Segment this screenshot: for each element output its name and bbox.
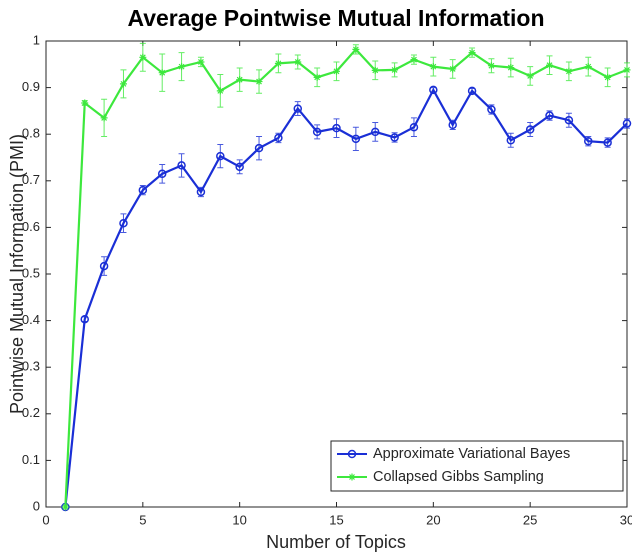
- y-tick-label: 0.4: [22, 312, 40, 327]
- data-point: [467, 86, 477, 96]
- data-point: [216, 151, 225, 161]
- data-point: [119, 218, 128, 228]
- legend-box: [330, 440, 624, 492]
- chart-title: Average Pointwise Mutual Information: [127, 5, 544, 31]
- data-point: [312, 127, 322, 137]
- data-point: [100, 114, 108, 122]
- data-point: [177, 161, 186, 170]
- data-point: [429, 63, 437, 71]
- data-point: [333, 67, 340, 75]
- data-point: [197, 58, 205, 66]
- data-point: [139, 53, 147, 61]
- x-tick-label: 10: [232, 512, 246, 527]
- data-point: [81, 99, 89, 107]
- data-point: [235, 162, 244, 172]
- data-point: [99, 261, 109, 271]
- data-point: [370, 127, 380, 137]
- data-point: [487, 62, 495, 70]
- data-point: [236, 76, 244, 84]
- data-point: [352, 45, 360, 53]
- data-point: [468, 49, 476, 57]
- y-tick-label: 0.3: [22, 359, 40, 374]
- data-point: [603, 138, 612, 147]
- y-tick-label: 0.2: [22, 405, 40, 420]
- data-point: [216, 87, 224, 95]
- data-point: [623, 66, 631, 74]
- y-tick-label: 0.1: [22, 452, 40, 467]
- y-axis-label: Pointwise Mutual Information (PMI): [7, 134, 27, 414]
- legend-marker: [348, 473, 356, 481]
- data-point: [254, 143, 264, 153]
- data-point: [274, 59, 282, 67]
- x-tick-label: 30: [620, 512, 632, 527]
- data-point: [119, 80, 127, 88]
- data-point: [157, 169, 167, 179]
- data-point: [448, 120, 457, 130]
- data-point: [584, 136, 593, 146]
- data-point: [293, 104, 303, 113]
- data-point: [351, 134, 361, 144]
- data-point: [449, 65, 457, 73]
- plot-area: [45, 40, 628, 508]
- x-tick-label: 5: [139, 512, 146, 527]
- data-point: [526, 72, 534, 80]
- data-point: [332, 123, 341, 133]
- data-point: [410, 56, 418, 64]
- data-point: [138, 185, 148, 195]
- series-line: [64, 47, 628, 508]
- y-tick-label: 0.8: [22, 126, 40, 141]
- y-tick-label: 0.6: [22, 219, 40, 234]
- data-point: [507, 64, 515, 72]
- x-axis-label: Number of Topics: [266, 532, 406, 552]
- data-point: [487, 105, 496, 114]
- data-point: [525, 125, 535, 134]
- x-tick-label: 15: [329, 512, 343, 527]
- data-point: [80, 314, 89, 324]
- x-tick-label: 25: [523, 512, 537, 527]
- legend-label: Approximate Variational Bayes: [373, 446, 570, 462]
- data-point: [429, 85, 438, 95]
- data-point: [565, 67, 573, 75]
- legend-marker: [347, 449, 357, 459]
- data-point: [371, 66, 379, 74]
- data-point: [545, 111, 554, 120]
- data-point: [584, 63, 592, 71]
- data-point: [158, 69, 166, 77]
- data-point: [622, 119, 632, 128]
- y-tick-label: 0.7: [22, 172, 40, 187]
- legend-label: Collapsed Gibbs Sampling: [373, 469, 544, 485]
- x-tick-label: 0: [42, 512, 49, 527]
- data-point: [546, 61, 554, 69]
- x-tick-label: 20: [426, 512, 440, 527]
- data-point: [409, 122, 419, 132]
- data-point: [604, 73, 612, 81]
- data-point: [313, 73, 321, 81]
- data-point: [255, 78, 263, 86]
- y-tick-label: 0.9: [22, 79, 40, 94]
- data-point: [390, 133, 399, 142]
- data-point: [178, 63, 186, 71]
- data-point: [391, 66, 399, 74]
- data-point: [294, 58, 302, 66]
- y-tick-label: 0.5: [22, 265, 40, 280]
- y-tick-label: 0: [33, 498, 40, 513]
- data-point: [506, 136, 516, 145]
- data-point: [61, 503, 69, 511]
- data-point: [274, 133, 283, 143]
- data-point: [564, 115, 574, 125]
- y-tick-label: 1: [33, 32, 40, 47]
- data-point: [196, 187, 206, 197]
